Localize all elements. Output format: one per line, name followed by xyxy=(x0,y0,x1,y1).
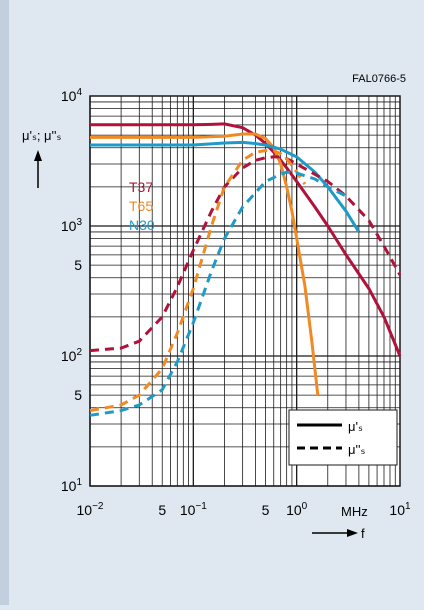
y-tick-label: 101 xyxy=(61,477,83,494)
x-axis-unit: MHz xyxy=(341,504,368,519)
y-tick-label: 103 xyxy=(61,217,83,234)
legend-box xyxy=(288,409,398,466)
y-axis-arrowhead xyxy=(34,150,42,161)
x-axis-arrowhead xyxy=(347,529,358,537)
curves xyxy=(89,122,402,417)
plot-frame xyxy=(89,95,401,487)
curve-n30-mu-double-prime xyxy=(89,170,347,417)
labels: FAL0766-5 μ'ₛ; μ''ₛ MHz f 10−2 5 10−1 5 100 1… xyxy=(22,73,411,541)
y-tick-label: 102 xyxy=(61,347,83,364)
figure-code: FAL0766-5 xyxy=(352,73,406,85)
y-axis-label: μ'ₛ; μ''ₛ xyxy=(22,128,61,143)
x-tick-label: 5 xyxy=(158,502,166,518)
x-axis-label: f xyxy=(361,526,365,541)
grid xyxy=(89,95,401,487)
y-tick-label: 104 xyxy=(61,87,83,104)
series-label-n30: N30 xyxy=(129,217,155,233)
y-tick-label: 5 xyxy=(74,387,82,403)
legend: μ'ₛ μ''ₛ xyxy=(288,409,398,466)
curve-t37-mu-double-prime xyxy=(89,155,402,353)
y-tick-label: 5 xyxy=(74,257,82,273)
legend-label-mu-prime: μ'ₛ xyxy=(348,419,363,434)
series-label-t65: T65 xyxy=(129,198,153,214)
x-tick-label: 10−2 xyxy=(77,501,104,518)
x-tick-label: 10−1 xyxy=(180,501,207,518)
left-margin-bar xyxy=(0,0,9,605)
x-tick-label: 5 xyxy=(262,502,270,518)
x-tick-label: 101 xyxy=(389,501,411,518)
legend-label-mu-double-prime: μ''ₛ xyxy=(348,442,365,457)
series-label-t37: T37 xyxy=(129,179,153,195)
x-tick-label: 100 xyxy=(286,501,308,518)
